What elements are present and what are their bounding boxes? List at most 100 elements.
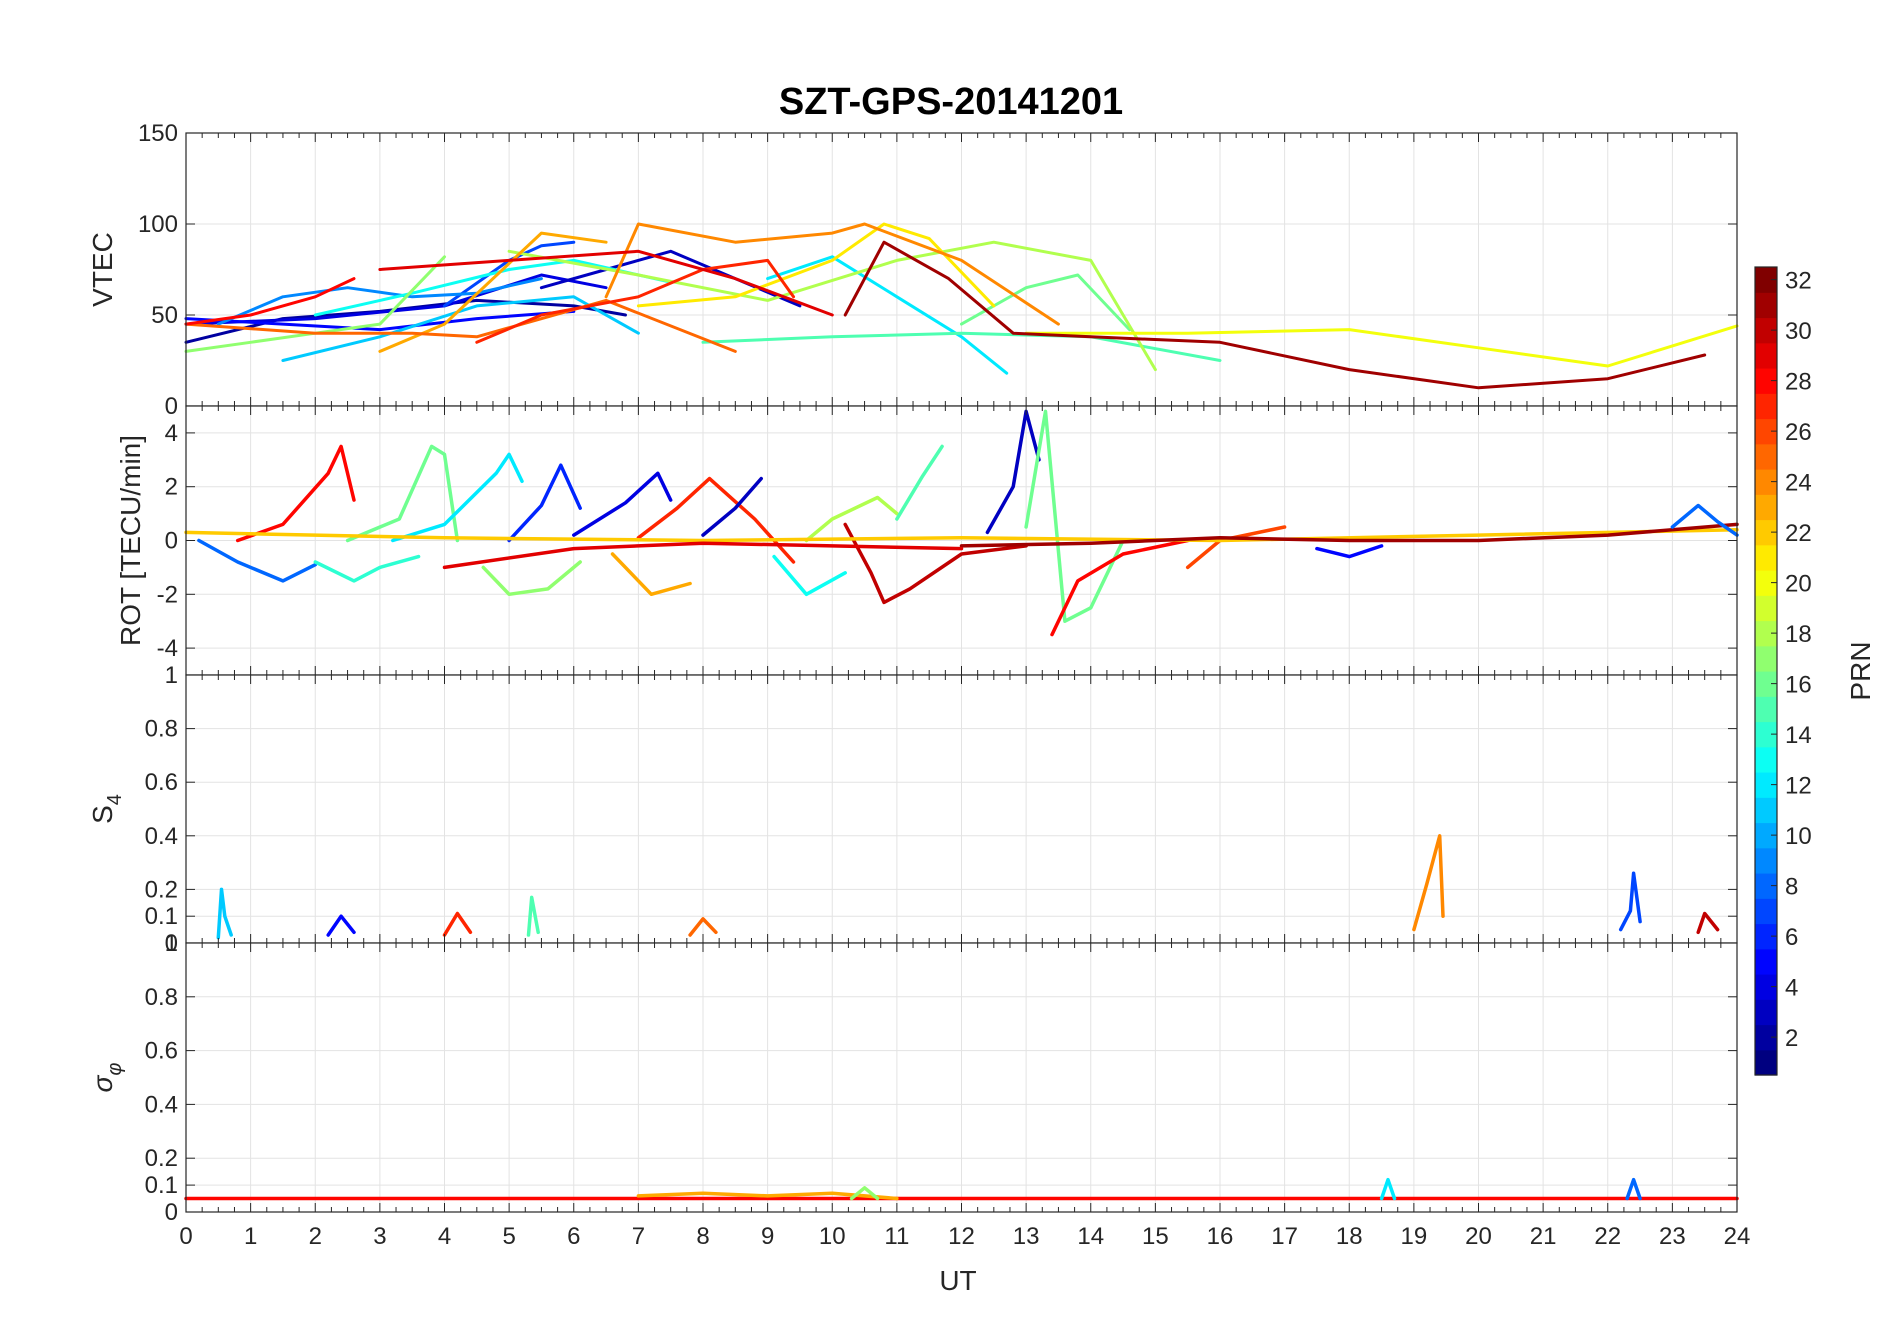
colorbar-segment — [1755, 671, 1777, 697]
series-prn-12 — [766, 255, 1009, 375]
series-prn-15 — [526, 895, 540, 937]
panel-frame — [185, 942, 1738, 1213]
series-prn-17 — [849, 1186, 880, 1201]
y-tick-label: -4 — [157, 635, 178, 662]
colorbar-segment — [1755, 469, 1777, 495]
colorbar-segment — [1755, 267, 1777, 293]
colorbar-segment — [1755, 696, 1777, 723]
series-prn-5 — [326, 914, 356, 937]
series-prn-20 — [1024, 324, 1739, 368]
colorbar-segment — [1755, 1049, 1777, 1076]
series-prn-30 — [843, 522, 1028, 605]
y-tick-label: 0.1 — [145, 1172, 178, 1199]
x-tick-label: 21 — [1530, 1223, 1557, 1250]
colorbar-segment — [1755, 822, 1777, 849]
colorbar-segment — [1755, 1024, 1777, 1051]
series-prn-27 — [442, 911, 473, 937]
x-tick-label: 22 — [1594, 1223, 1621, 1250]
colorbar-segment — [1755, 418, 1777, 445]
y-tick-label: 1 — [165, 930, 178, 957]
colorbar-label: PRN — [1845, 641, 1876, 700]
x-axis-label: UT — [939, 1265, 976, 1296]
y-tick-label: 0 — [165, 528, 178, 555]
y-tick-label: 0 — [165, 1199, 178, 1226]
x-tick-label: 12 — [948, 1223, 975, 1250]
series-prn-25 — [184, 298, 737, 353]
series-prn-3 — [701, 476, 763, 537]
panel-0: 0 50 100 150 VTEC — [87, 120, 1739, 420]
colorbar-segment — [1755, 393, 1777, 420]
series-prn-23 — [610, 552, 692, 597]
x-axis: 0 1 2 3 4 5 6 7 8 9 10 11 12 13 14 15 16 17 18 19 20 21 22 23 24 — [179, 1223, 1750, 1250]
series-prn-8 — [1670, 503, 1739, 537]
series-prn-5 — [1315, 544, 1384, 559]
y-tick-label: 4 — [165, 420, 178, 447]
colorbar-tick-label: 24 — [1785, 470, 1812, 497]
colorbar-segment — [1755, 519, 1777, 546]
colorbar-tick-label: 8 — [1785, 874, 1798, 901]
series-prn-16 — [345, 444, 460, 543]
series-prn-22 — [184, 527, 1739, 543]
colorbar-tick-label: 2 — [1785, 1025, 1798, 1052]
series-prn-31 — [843, 240, 1707, 390]
y-tick-label: 0.6 — [145, 1038, 178, 1065]
series-prn-29 — [442, 541, 964, 570]
series-prn-7 — [1618, 871, 1642, 932]
colorbar-segment — [1755, 923, 1777, 950]
colorbar-segment — [1755, 645, 1777, 672]
colorbar-segment — [1755, 544, 1777, 571]
colorbar-tick-label: 6 — [1785, 924, 1798, 951]
series-prn-17 — [481, 560, 582, 597]
x-tick-label: 1 — [244, 1223, 257, 1250]
x-tick-label: 14 — [1077, 1223, 1104, 1250]
colorbar-tick-label: 26 — [1785, 419, 1812, 446]
x-tick-label: 16 — [1207, 1223, 1234, 1250]
y-tick-label: -2 — [157, 581, 178, 608]
y-tick-label: 50 — [151, 302, 178, 329]
x-tick-label: 3 — [373, 1223, 386, 1250]
series-prn-12 — [391, 452, 524, 543]
y-tick-label: 2 — [165, 474, 178, 501]
y-axis-label: ROT [TECU/min] — [115, 435, 146, 646]
y-tick-label: 1 — [165, 662, 178, 689]
series-prn-16 — [1024, 409, 1125, 623]
x-tick-label: 24 — [1724, 1223, 1751, 1250]
x-tick-label: 8 — [696, 1223, 709, 1250]
series-prn-24 — [604, 222, 1060, 326]
y-tick-label: 150 — [138, 120, 178, 147]
x-tick-label: 20 — [1465, 1223, 1492, 1250]
colorbar-segment — [1755, 342, 1777, 369]
chart-title: SZT-GPS-20141201 — [779, 81, 1123, 123]
series-prn-24 — [1412, 834, 1445, 932]
series-prn-30 — [1696, 911, 1720, 935]
x-tick-label: 17 — [1271, 1223, 1298, 1250]
y-tick-label: 0.1 — [145, 903, 178, 930]
y-tick-label: 100 — [138, 211, 178, 238]
y-tick-label: 0.6 — [145, 769, 178, 796]
colorbar-frame — [1754, 266, 1778, 1076]
series-prn-5 — [184, 309, 576, 332]
series-prn-6 — [507, 463, 582, 543]
colorbar-tick-label: 12 — [1785, 773, 1812, 800]
series-prn-9 — [216, 277, 543, 326]
x-tick-label: 9 — [761, 1223, 774, 1250]
colorbar-tick-label: 16 — [1785, 672, 1812, 699]
colorbar-segment — [1755, 570, 1777, 596]
x-tick-label: 23 — [1659, 1223, 1686, 1250]
colorbar-tick-label: 30 — [1785, 318, 1812, 345]
colorbar-segment — [1755, 974, 1777, 1000]
colorbar-tick-label: 20 — [1785, 571, 1812, 598]
series-prn-11 — [216, 887, 233, 940]
series-prn-27 — [475, 258, 795, 344]
colorbar-segment — [1755, 746, 1777, 773]
x-tick-label: 11 — [884, 1223, 909, 1250]
series-prn-21 — [636, 222, 996, 308]
series-prn-8 — [197, 538, 318, 583]
colorbar-tick-label: 18 — [1785, 621, 1812, 648]
series-prn-4 — [572, 471, 673, 537]
colorbar-segment — [1755, 443, 1777, 470]
x-tick-label: 13 — [1013, 1223, 1040, 1250]
